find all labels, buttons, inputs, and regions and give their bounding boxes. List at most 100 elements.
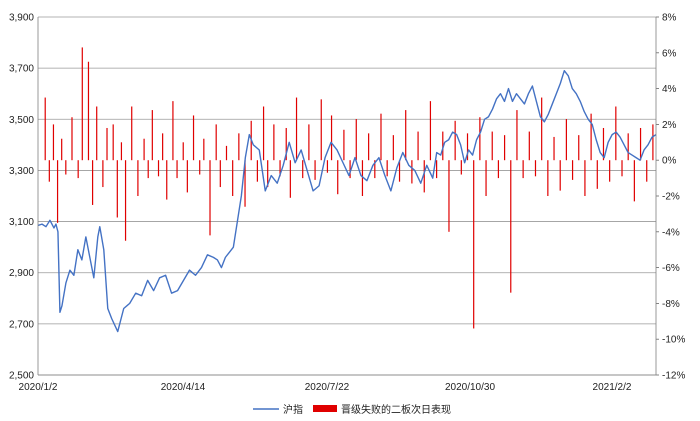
bar <box>596 160 598 189</box>
bar <box>262 106 265 161</box>
x-tick-label: 2020/4/14 <box>161 382 206 393</box>
bar <box>81 47 83 161</box>
bar <box>182 142 184 161</box>
left-tick-label: 3,500 <box>9 115 34 126</box>
left-tick-label: 2,500 <box>9 371 34 382</box>
bar <box>639 127 642 161</box>
axes: 2,500 2,700 2,900 3,100 3,300 3,500 3,700 3,900… <box>9 13 685 394</box>
bar <box>541 97 543 161</box>
bar <box>571 160 574 180</box>
legend-bar-swatch <box>313 405 337 412</box>
bar <box>267 160 269 188</box>
bar <box>398 160 401 182</box>
gridlines <box>38 16 656 376</box>
bar <box>273 124 275 161</box>
bar <box>485 160 487 196</box>
bar <box>448 160 450 232</box>
bar <box>646 160 648 182</box>
bar <box>479 117 481 161</box>
right-tick-label: -12% <box>662 371 685 382</box>
bar <box>238 133 240 161</box>
bar <box>503 135 506 161</box>
bar <box>368 133 370 161</box>
bar <box>44 97 46 161</box>
bar <box>285 127 287 161</box>
bar <box>143 138 145 161</box>
bar <box>77 160 79 179</box>
bar <box>320 99 322 161</box>
bar <box>411 160 413 184</box>
bar <box>203 138 205 161</box>
bar <box>124 160 127 241</box>
bar <box>186 160 188 193</box>
bar <box>52 124 55 161</box>
bar <box>330 115 333 161</box>
right-tick-label: 6% <box>662 48 677 59</box>
bar <box>232 160 234 196</box>
bar <box>405 110 407 161</box>
bar <box>199 160 201 175</box>
left-tick-label: 3,900 <box>9 13 34 24</box>
x-tick-label: 2020/7/22 <box>305 382 350 393</box>
bar <box>473 160 475 329</box>
bar <box>96 106 98 161</box>
bar <box>279 160 281 177</box>
bar <box>466 133 469 161</box>
bar <box>102 160 104 188</box>
bar <box>522 160 524 179</box>
bar <box>497 160 500 179</box>
bar <box>162 133 164 161</box>
bar <box>436 160 438 179</box>
bar <box>256 160 258 182</box>
bar <box>106 127 108 161</box>
bar <box>131 106 133 161</box>
legend: 沪指 晋级失败的二板次日表现 <box>253 403 451 416</box>
bar <box>553 136 555 161</box>
bar <box>314 160 316 180</box>
bar <box>442 131 444 161</box>
bar <box>559 160 561 191</box>
bar <box>627 133 629 161</box>
bar <box>547 160 549 196</box>
bar <box>215 124 217 161</box>
bar <box>374 160 376 179</box>
right-tick-label: -10% <box>662 335 685 346</box>
legend-line-label: 沪指 <box>283 403 303 416</box>
bar <box>71 117 73 161</box>
right-tick-label: -6% <box>662 263 680 274</box>
bar <box>91 160 94 205</box>
left-tick-label: 2,700 <box>9 319 34 330</box>
x-tick-label: 2021/2/2 <box>593 382 632 393</box>
bar <box>355 119 357 161</box>
bar <box>209 160 211 236</box>
bar <box>176 160 178 179</box>
bar <box>116 160 118 218</box>
bar <box>491 131 493 161</box>
bar <box>621 160 623 177</box>
bar <box>289 160 291 198</box>
bar <box>516 110 518 161</box>
bar <box>87 61 90 161</box>
bar <box>602 127 605 161</box>
right-tick-label: -8% <box>662 299 680 310</box>
right-tick-label: -2% <box>662 192 680 203</box>
legend-bar-label: 晋级失败的二板次日表现 <box>341 403 451 416</box>
bar <box>112 124 114 161</box>
bar <box>633 160 635 202</box>
line-series <box>37 69 657 333</box>
left-tick-label: 3,100 <box>9 217 34 228</box>
left-tick-label: 3,300 <box>9 166 34 177</box>
bar <box>615 106 617 161</box>
left-tick-label: 3,700 <box>9 64 34 75</box>
bar <box>56 160 59 223</box>
bar <box>48 160 50 182</box>
right-tick-label: -4% <box>662 227 680 238</box>
bar <box>326 160 329 173</box>
bar <box>349 160 351 179</box>
bar <box>225 145 228 161</box>
bar <box>244 160 246 207</box>
x-tick-label: 2020/10/30 <box>445 382 495 393</box>
bar-series <box>44 47 654 329</box>
bar <box>172 101 174 161</box>
left-tick-label: 2,900 <box>9 268 34 279</box>
